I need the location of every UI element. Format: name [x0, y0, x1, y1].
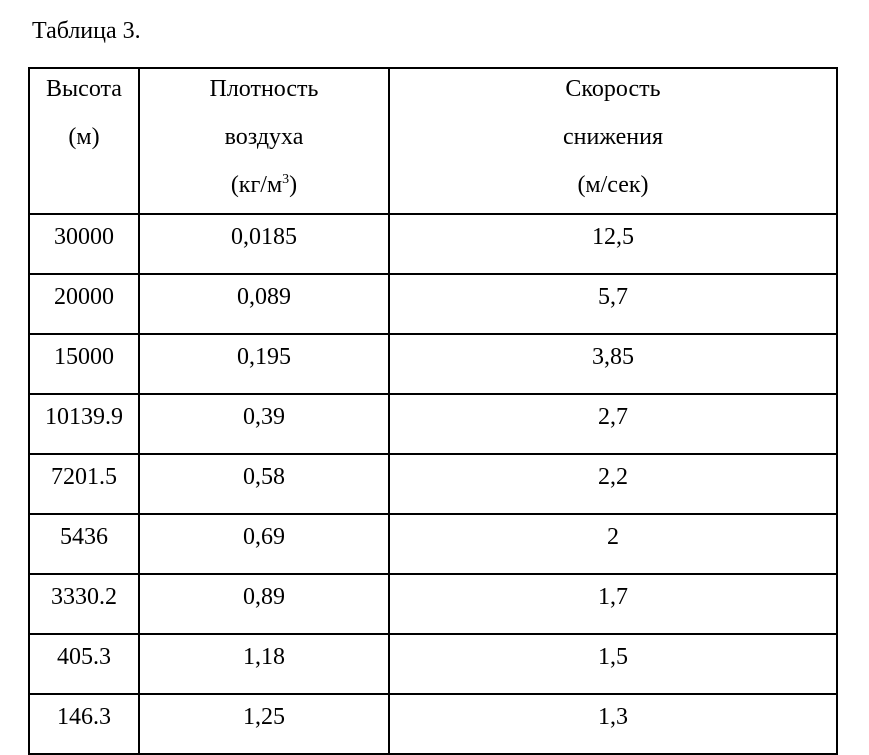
table-row: 3330.2 0,89 1,7	[29, 574, 837, 634]
cell-density: 0,69	[139, 514, 389, 574]
cell-density: 0,39	[139, 394, 389, 454]
unit-text: (кг/м	[231, 172, 282, 198]
cell-altitude: 3330.2	[29, 574, 139, 634]
cell-altitude: 10139.9	[29, 394, 139, 454]
cell-speed: 2	[389, 514, 837, 574]
cell-altitude: 15000	[29, 334, 139, 394]
table-row: 30000 0,0185 12,5	[29, 214, 837, 274]
page: Таблица 3. Высота (м) Плотность воздуха	[0, 0, 869, 755]
table-row: 405.3 1,18 1,5	[29, 634, 837, 694]
cell-speed: 1,7	[389, 574, 837, 634]
col-header-line: Высота	[30, 77, 138, 101]
col-header-line: (м)	[30, 125, 138, 149]
col-header-altitude: Высота (м)	[29, 68, 139, 214]
col-header-line: снижения	[390, 125, 836, 149]
col-header-line: Скорость	[390, 77, 836, 101]
cell-speed: 3,85	[389, 334, 837, 394]
cell-speed: 5,7	[389, 274, 837, 334]
cell-altitude: 5436	[29, 514, 139, 574]
cell-density: 1,18	[139, 634, 389, 694]
cell-altitude: 7201.5	[29, 454, 139, 514]
cell-speed: 1,3	[389, 694, 837, 754]
cell-speed: 12,5	[389, 214, 837, 274]
cell-altitude: 30000	[29, 214, 139, 274]
table-row: 15000 0,195 3,85	[29, 334, 837, 394]
cell-density: 1,25	[139, 694, 389, 754]
col-header-density: Плотность воздуха (кг/м3)	[139, 68, 389, 214]
cell-density: 0,89	[139, 574, 389, 634]
cell-density: 0,58	[139, 454, 389, 514]
table-row: 5436 0,69 2	[29, 514, 837, 574]
table-row: 10139.9 0,39 2,7	[29, 394, 837, 454]
data-table: Высота (м) Плотность воздуха (кг/м3)	[28, 67, 838, 755]
cell-density: 0,0185	[139, 214, 389, 274]
col-header-unit: (кг/м3)	[140, 173, 388, 197]
table-caption: Таблица 3.	[32, 18, 841, 45]
cell-altitude: 20000	[29, 274, 139, 334]
table-row: 20000 0,089 5,7	[29, 274, 837, 334]
cell-altitude: 146.3	[29, 694, 139, 754]
col-header-line: Плотность	[140, 77, 388, 101]
cell-density: 0,195	[139, 334, 389, 394]
col-header-line: воздуха	[140, 125, 388, 149]
unit-text: )	[289, 172, 297, 198]
cell-speed: 1,5	[389, 634, 837, 694]
cell-altitude: 405.3	[29, 634, 139, 694]
table-header-row: Высота (м) Плотность воздуха (кг/м3)	[29, 68, 837, 214]
col-header-line: (м/сек)	[390, 173, 836, 197]
table-body: 30000 0,0185 12,5 20000 0,089 5,7 15000 …	[29, 214, 837, 754]
cell-speed: 2,7	[389, 394, 837, 454]
table-row: 7201.5 0,58 2,2	[29, 454, 837, 514]
cell-density: 0,089	[139, 274, 389, 334]
cell-speed: 2,2	[389, 454, 837, 514]
col-header-speed: Скорость снижения (м/сек)	[389, 68, 837, 214]
table-row: 146.3 1,25 1,3	[29, 694, 837, 754]
